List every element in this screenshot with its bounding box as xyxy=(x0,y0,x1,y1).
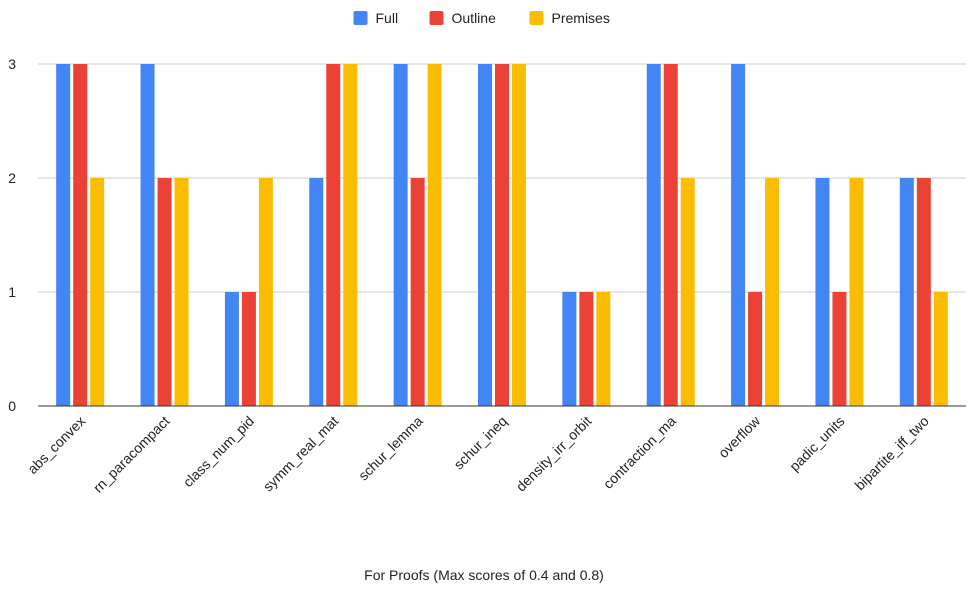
bar-premises-padic-units xyxy=(849,178,864,406)
bar-outline-contraction-ma xyxy=(663,64,678,406)
bar-full-contraction-ma xyxy=(646,64,661,406)
legend-swatch-premises xyxy=(529,11,544,25)
bar-full-rn-paracompact xyxy=(140,64,155,406)
y-tick-label: 3 xyxy=(8,56,16,72)
bar-outline-rn-paracompact xyxy=(157,178,172,406)
x-tick-label: symm_real_mat xyxy=(260,413,342,495)
bar-outline-abs-convex xyxy=(73,64,88,406)
y-axis-ticks: 0 1 2 3 xyxy=(8,56,16,414)
x-tick-label: contraction_ma xyxy=(600,413,679,492)
bar-full-abs-convex xyxy=(56,64,71,406)
legend-label-full: Full xyxy=(376,10,399,26)
y-tick-label: 2 xyxy=(8,170,16,186)
y-tick-label: 0 xyxy=(8,398,16,414)
bar-premises-symm-real-mat xyxy=(343,64,358,406)
bar-premises-abs-convex xyxy=(90,178,105,406)
bar-full-overflow xyxy=(731,64,746,406)
legend-swatch-full xyxy=(353,11,368,25)
legend-item-premises: Premises xyxy=(529,10,610,26)
bar-outline-class-num-pid xyxy=(241,292,256,406)
bar-full-bipartite-iff-two xyxy=(899,178,914,406)
bar-premises-rn-paracompact xyxy=(174,178,189,406)
bar-outline-schur-lemma xyxy=(410,178,425,406)
bar-outline-symm-real-mat xyxy=(326,64,341,406)
bar-outline-bipartite-iff-two xyxy=(916,178,931,406)
bar-premises-schur-lemma xyxy=(427,64,442,406)
legend-label-premises: Premises xyxy=(552,10,610,26)
bar-premises-density-irr-orbit xyxy=(596,292,611,406)
x-tick-label: abs_convex xyxy=(24,413,88,477)
bar-premises-schur-ineq xyxy=(512,64,526,406)
bar-full-padic-units xyxy=(815,178,830,406)
legend-swatch-outline xyxy=(429,11,444,25)
bar-full-density-irr-orbit xyxy=(562,292,577,406)
bar-outline-overflow xyxy=(748,292,763,406)
bar-premises-class-num-pid xyxy=(258,178,273,406)
x-tick-label: bipartite_iff_two xyxy=(851,413,932,494)
legend: Full Outline Premises xyxy=(353,10,610,26)
bar-full-symm-real-mat xyxy=(309,178,324,406)
bar-outline-padic-units xyxy=(832,292,847,406)
x-tick-label: class_num_pid xyxy=(180,413,257,490)
legend-label-outline: Outline xyxy=(452,10,497,26)
x-axis-ticks: abs_convex rn_paracompact class_num_pid sym… xyxy=(24,412,932,495)
legend-item-outline: Outline xyxy=(429,10,497,26)
x-tick-label: schur_lemma xyxy=(355,413,426,484)
x-axis-title: For Proofs (Max scores of 0.4 and 0.8) xyxy=(364,567,604,583)
legend-item-full: Full xyxy=(353,10,399,26)
x-tick-label: density_irr_orbit xyxy=(513,413,595,495)
x-tick-label: overflow xyxy=(715,412,764,461)
bar-full-class-num-pid xyxy=(224,292,239,406)
x-tick-label: rn_paracompact xyxy=(90,413,173,496)
bar-full-schur-ineq xyxy=(478,64,492,406)
bars xyxy=(56,64,948,406)
bar-full-schur-lemma xyxy=(393,64,408,406)
bar-outline-density-irr-orbit xyxy=(579,292,594,406)
x-tick-label: schur_ineq xyxy=(450,413,510,473)
x-tick-label: padic_units xyxy=(786,413,847,474)
bar-premises-bipartite-iff-two xyxy=(933,292,948,406)
bar-outline-schur-ineq xyxy=(495,64,509,406)
bar-premises-overflow xyxy=(765,178,780,406)
bar-premises-contraction-ma xyxy=(680,178,695,406)
y-tick-label: 1 xyxy=(8,284,16,300)
